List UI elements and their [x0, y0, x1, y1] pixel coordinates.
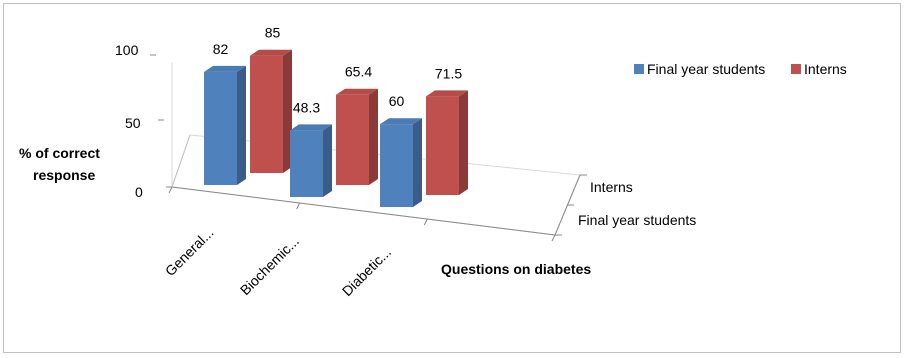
bar-top-face	[290, 124, 332, 131]
chart-labels: 85 65.4 71.5 82 48.3 60	[213, 25, 463, 116]
bar-side-face	[323, 124, 332, 197]
bar-final-year-0	[204, 65, 246, 185]
y-tick-label-0: 0	[135, 184, 143, 200]
chart-bars	[204, 49, 468, 207]
bar-side-face	[369, 88, 378, 185]
bar-side-face	[413, 118, 422, 207]
data-label-interns-1: 65.4	[345, 64, 372, 80]
category-label-diabetic: Diabetic...	[339, 244, 394, 299]
bar-top-face	[250, 49, 292, 56]
data-label-final-year-1: 48.3	[293, 99, 320, 115]
bar-interns-2	[426, 90, 468, 195]
depth-label-final-year: Final year students	[578, 212, 696, 228]
y-tick-label-50: 50	[125, 115, 141, 131]
y-axis-title-line2: response	[33, 167, 95, 183]
bar-front-face	[426, 96, 459, 195]
x-tick-3	[551, 234, 556, 242]
bar-front-face	[336, 94, 369, 185]
category-label-general: General...	[162, 224, 217, 279]
y-axis-title-line1: % of correct	[19, 145, 100, 161]
bar-final-year-2	[380, 118, 422, 207]
bar-side-face	[283, 49, 292, 174]
bar-front-face	[250, 55, 283, 174]
bar-top-face	[204, 65, 246, 72]
bar-top-face	[380, 118, 422, 125]
depth-label-interns: Interns	[590, 179, 633, 195]
legend-swatch-interns	[791, 64, 801, 74]
bar-side-face	[459, 90, 468, 195]
bar-top-face	[336, 88, 378, 95]
legend-swatch-final-year	[634, 64, 644, 74]
chart-axes	[150, 54, 587, 242]
x-tick-0	[168, 186, 173, 194]
x-tick-2	[423, 218, 428, 226]
data-label-interns-0: 85	[265, 25, 281, 41]
bar-final-year-1	[290, 124, 332, 197]
left-wall-edge	[171, 134, 191, 188]
data-label-interns-2: 71.5	[435, 65, 462, 81]
bar-front-face	[380, 124, 413, 207]
legend-label-interns: Interns	[804, 61, 847, 77]
bar-side-face	[237, 65, 246, 185]
x-tick-1	[296, 202, 301, 210]
bar-interns-0	[250, 49, 292, 174]
bar-front-face	[204, 71, 237, 185]
x-axis-line	[171, 186, 556, 236]
legend-label-final-year: Final year students	[647, 61, 765, 77]
category-label-biochemic: Biochemic...	[237, 233, 302, 298]
bar-interns-1	[336, 88, 378, 185]
data-label-final-year-0: 82	[213, 41, 229, 57]
bar-top-face	[426, 90, 468, 97]
y-tick-label-100: 100	[115, 42, 139, 58]
x-axis-title: Questions on diabetes	[441, 261, 591, 277]
bar-front-face	[290, 130, 323, 197]
data-label-final-year-2: 60	[389, 93, 405, 109]
